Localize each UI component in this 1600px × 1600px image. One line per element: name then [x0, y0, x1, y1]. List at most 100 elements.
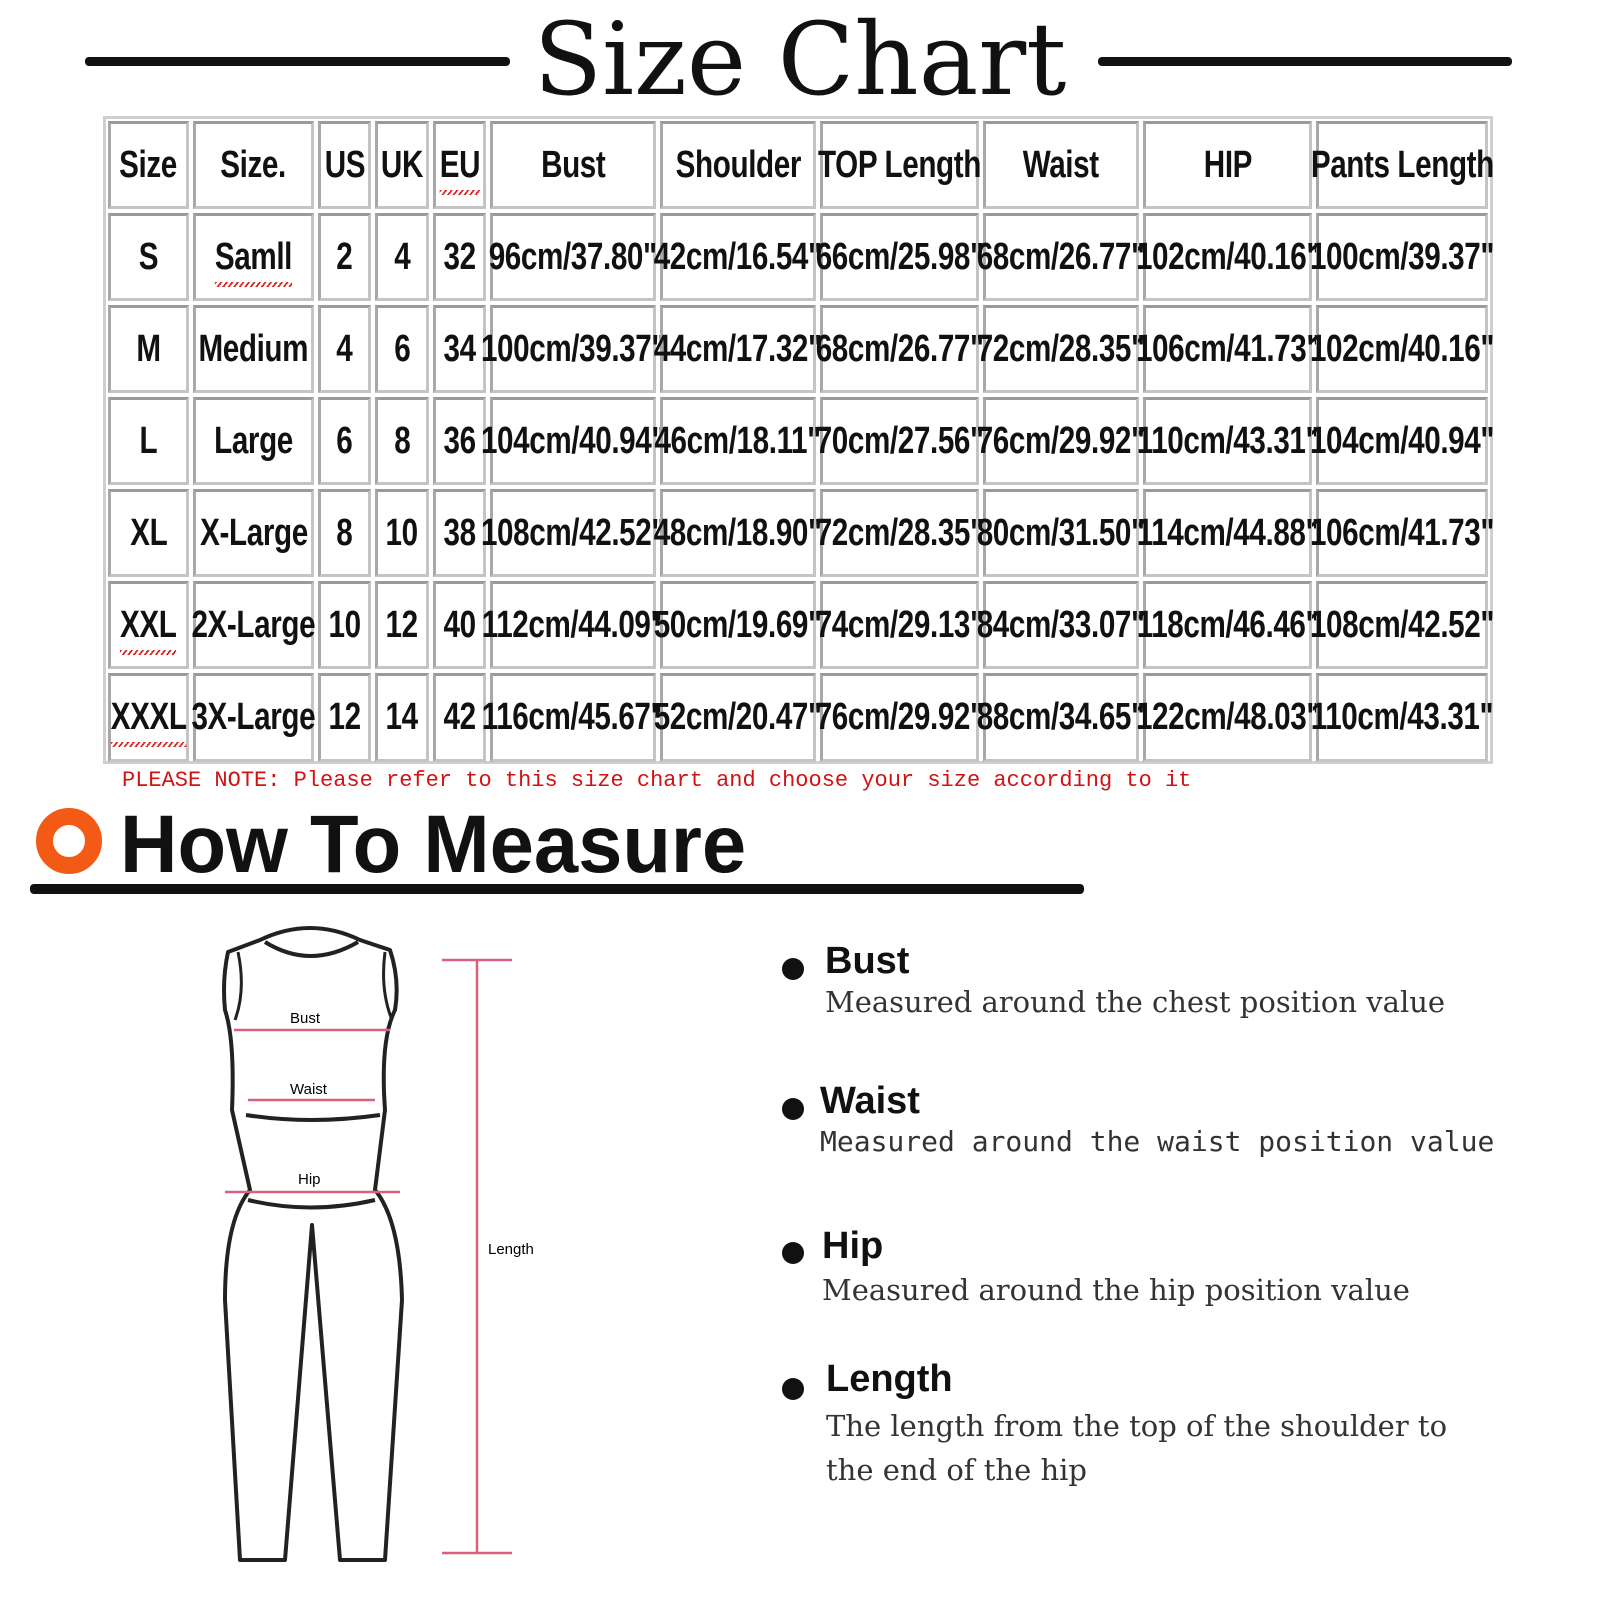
cell-text: HIP	[1203, 143, 1252, 186]
cell-text: 6	[393, 327, 411, 370]
table-cell: M	[108, 305, 189, 393]
table-cell: Medium	[193, 305, 314, 393]
table-cell: 112cm/44.09"	[482, 581, 665, 669]
cell-text: Large	[214, 419, 293, 462]
page-title: Size Chart	[533, 1, 1067, 118]
table-cell: 74cm/29.13"	[816, 581, 984, 669]
cell-text: UK	[380, 143, 424, 186]
cell-text: 32	[443, 235, 476, 278]
table-cell: 6	[318, 397, 371, 485]
table-header-cell: Pants Length	[1310, 121, 1494, 209]
cell-text: 14	[385, 696, 419, 738]
cell-text: 6	[336, 419, 353, 462]
table-cell: 116cm/45.67"	[482, 673, 665, 762]
measure-item-description: Measured around the chest position value	[825, 985, 1446, 1019]
measure-item-description: the end of the hip	[826, 1453, 1087, 1487]
figure-label-hip: Hip	[298, 1171, 321, 1188]
size-note: PLEASE NOTE: Please refer to this size c…	[122, 768, 1192, 793]
table-cell: 38	[433, 489, 486, 577]
table-cell: 80cm/31.50"	[977, 489, 1145, 577]
table-header-cell: Size	[108, 121, 189, 209]
table-cell: 72cm/28.35"	[816, 489, 984, 577]
cell-text: XXL	[120, 604, 177, 655]
table-cell: 52cm/20.47"	[654, 673, 822, 762]
cell-text: 100cm/39.37"	[480, 327, 666, 370]
measure-item-description: Measured around the hip position value	[822, 1273, 1410, 1307]
cell-text: 48cm/18.90"	[654, 511, 822, 554]
measure-item-label: Length	[826, 1358, 953, 1400]
table-cell: L	[108, 397, 189, 485]
cell-text: 102cm/40.16"	[1309, 327, 1495, 370]
table-cell: 2X-Large	[192, 581, 316, 669]
cell-text: 76cm/29.92"	[977, 419, 1145, 462]
table-cell: 66cm/25.98"	[816, 213, 984, 301]
cell-text: 10	[385, 511, 419, 554]
figure-label-bust: Bust	[290, 1010, 321, 1027]
table-cell: 6	[375, 305, 429, 393]
table-header-cell: Bust	[490, 121, 656, 209]
cell-text: 122cm/48.03"	[1135, 696, 1320, 738]
cell-text: 88cm/34.65"	[977, 696, 1145, 738]
table-cell: 76cm/29.92"	[977, 397, 1145, 485]
cell-text: 72cm/28.35"	[815, 511, 984, 554]
table-cell: 36	[433, 397, 486, 485]
cell-text: Waist	[1022, 143, 1100, 186]
table-cell: 32	[433, 213, 486, 301]
cell-text: 74cm/29.13"	[815, 603, 984, 646]
cell-text: XXXL	[110, 696, 187, 747]
cell-text: 42	[443, 696, 476, 738]
how-to-rule	[30, 884, 1084, 894]
bullet-icon	[782, 1378, 804, 1400]
size-table: Size Size. US UK EU Bust Shoulder TOP Length Wai…	[103, 116, 1495, 764]
table-cell: 48cm/18.90"	[654, 489, 822, 577]
cell-text: 112cm/44.09"	[481, 603, 665, 646]
cell-text: 12	[385, 603, 419, 646]
cell-text: 40	[443, 603, 476, 646]
how-to-measure-heading: How To Measure	[120, 799, 747, 890]
table-cell: 46cm/18.11"	[655, 397, 822, 485]
table-cell: 2	[318, 213, 371, 301]
cell-text: 80cm/31.50"	[977, 511, 1145, 554]
table-cell: 8	[375, 397, 429, 485]
jumpsuit-figure: Bust Waist Hip Length	[222, 926, 534, 1562]
table-cell: 96cm/37.80"	[489, 213, 657, 301]
table-cell: S	[108, 213, 189, 301]
spellcheck-underline	[120, 649, 177, 655]
cell-text: 2	[336, 235, 353, 278]
cell-text: 106cm/41.73"	[1309, 511, 1495, 554]
cell-text: 96cm/37.80"	[489, 235, 657, 278]
table-cell: 12	[318, 673, 371, 762]
cell-text: X-Large	[199, 511, 308, 554]
cell-text: 8	[336, 511, 353, 554]
table-cell: 84cm/33.07"	[977, 581, 1145, 669]
cell-text: 84cm/33.07"	[977, 603, 1145, 646]
cell-text: 38	[443, 511, 476, 554]
cell-text: 42cm/16.54"	[654, 235, 822, 278]
cell-text: 36	[443, 419, 476, 462]
table-cell: Large	[193, 397, 314, 485]
table-cell: 88cm/34.65"	[977, 673, 1145, 762]
cell-text: 104cm/40.94"	[1309, 419, 1495, 462]
cell-text: Bust	[540, 143, 606, 186]
cell-text: 12	[328, 696, 361, 738]
table-cell: XL	[108, 489, 189, 577]
cell-text: 4	[336, 327, 353, 370]
table-cell: 106cm/41.73"	[1135, 305, 1320, 393]
table-cell: 44cm/17.32"	[654, 305, 822, 393]
cell-text: L	[139, 419, 158, 462]
table-cell: 42	[433, 673, 486, 762]
title-rule-right	[1098, 57, 1512, 66]
cell-text: 102cm/40.16"	[1135, 235, 1320, 278]
cell-text: 108cm/42.52"	[480, 511, 666, 554]
table-cell: 110cm/43.31"	[1136, 397, 1319, 485]
measure-item-description: Measured around the waist position value	[820, 1125, 1495, 1158]
table-cell: 40	[433, 581, 486, 669]
table-cell: 34	[433, 305, 486, 393]
measure-item-label: Bust	[825, 940, 910, 982]
spellcheck-underline	[110, 742, 187, 747]
cell-text: 4	[393, 235, 411, 278]
cell-text: Samll	[214, 236, 292, 287]
cell-text: 66cm/25.98"	[815, 235, 984, 278]
table-header-cell: HIP	[1143, 121, 1312, 209]
cell-text: 68cm/26.77"	[977, 235, 1145, 278]
